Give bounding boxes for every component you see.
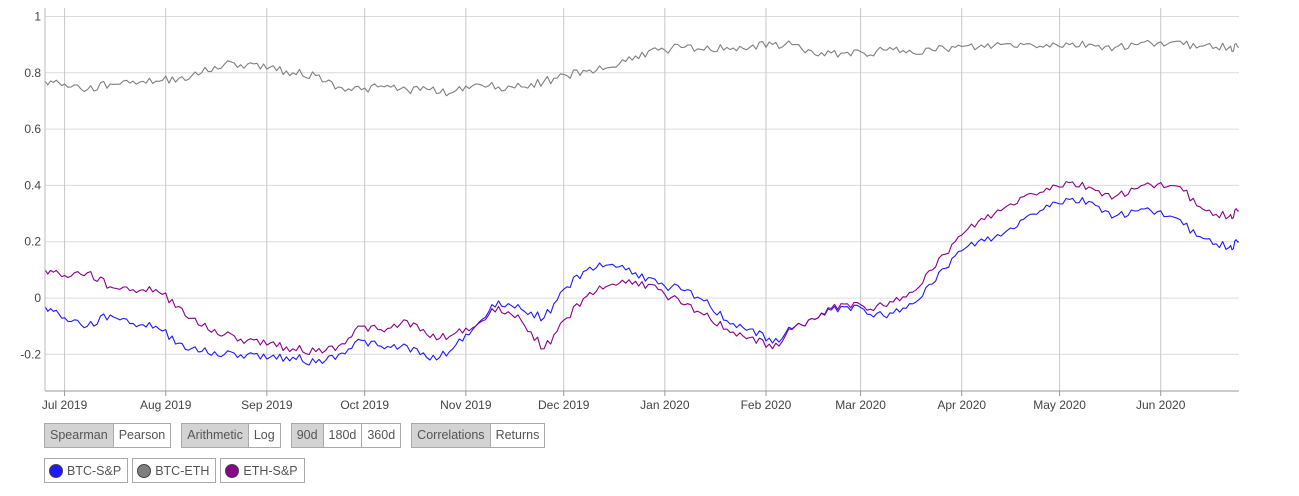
view-toggle: Correlations Returns: [411, 423, 546, 448]
axes: [44, 8, 1239, 392]
y-tick-label: 0.4: [24, 178, 41, 192]
x-tick-label: Feb 2020: [741, 398, 792, 412]
arithmetic-button[interactable]: Arithmetic: [182, 424, 249, 447]
window-360d-button[interactable]: 360d: [362, 424, 401, 447]
series-line-btc-s-p: [44, 197, 1240, 366]
x-tick-label: Jan 2020: [640, 398, 690, 412]
legend-label: BTC-ETH: [155, 463, 210, 478]
correlation-chart: 1 0.8 0.6 0.4 0.2 0 -0.2 Jul 2019 Aug 2019 Sep 2…: [20, 8, 1240, 412]
x-tick-labels: Jul 2019 Aug 2019 Sep 2019 Oct 2019 Nov 2019…: [42, 398, 1186, 412]
legend-item-btc-sp[interactable]: BTC-S&P: [44, 458, 129, 483]
x-tick-label: Apr 2020: [937, 398, 986, 412]
correlations-button[interactable]: Correlations: [412, 424, 491, 447]
y-tick-label: 0.8: [24, 66, 41, 80]
window-180d-button[interactable]: 180d: [323, 424, 363, 447]
btc-eth-color-dot-icon: [137, 463, 152, 478]
x-tick-label: Nov 2019: [440, 398, 492, 412]
legend: BTC-S&P BTC-ETH ETH-S&P: [44, 458, 309, 483]
x-tick-label: Jun 2020: [1136, 398, 1186, 412]
y-tick-label: 0: [34, 291, 41, 305]
x-tick-label: May 2020: [1033, 398, 1086, 412]
btc-sp-color-dot-icon: [49, 463, 63, 478]
scale-toggle: Arithmetic Log: [181, 423, 281, 448]
correlation-method-toggle: Spearman Pearson: [44, 423, 172, 448]
y-tick-label: 0.2: [24, 235, 41, 249]
y-tick-labels: 1 0.8 0.6 0.4 0.2 0 -0.2: [20, 9, 41, 361]
window-toggle: 90d 180d 360d: [290, 423, 402, 448]
legend-item-btc-eth[interactable]: BTC-ETH: [132, 458, 217, 483]
y-tick-label: -0.2: [20, 347, 41, 361]
log-button[interactable]: Log: [248, 424, 280, 447]
x-tick-label: Oct 2019: [340, 398, 389, 412]
series-line-btc-eth: [44, 39, 1240, 97]
x-tick-label: Dec 2019: [538, 398, 590, 412]
returns-button[interactable]: Returns: [490, 424, 545, 447]
chart-controls: Spearman Pearson Arithmetic Log 90d 180d…: [44, 423, 555, 448]
x-tick-label: Mar 2020: [835, 398, 886, 412]
x-tick-label: Aug 2019: [140, 398, 192, 412]
series-line-eth-s-p: [44, 181, 1240, 356]
legend-label: ETH-S&P: [243, 463, 298, 478]
y-tick-label: 0.6: [24, 122, 41, 136]
series-lines: [44, 39, 1240, 366]
x-tick-label: Jul 2019: [42, 398, 88, 412]
y-tick-label: 1: [34, 9, 41, 23]
legend-item-eth-sp[interactable]: ETH-S&P: [220, 458, 305, 483]
spearman-button[interactable]: Spearman: [45, 424, 114, 447]
pearson-button[interactable]: Pearson: [113, 424, 171, 447]
eth-sp-color-dot-icon: [225, 463, 240, 478]
x-tick-label: Sep 2019: [241, 398, 293, 412]
window-90d-button[interactable]: 90d: [291, 424, 324, 447]
grid-lines: [45, 8, 1239, 396]
legend-label: BTC-S&P: [67, 463, 122, 478]
